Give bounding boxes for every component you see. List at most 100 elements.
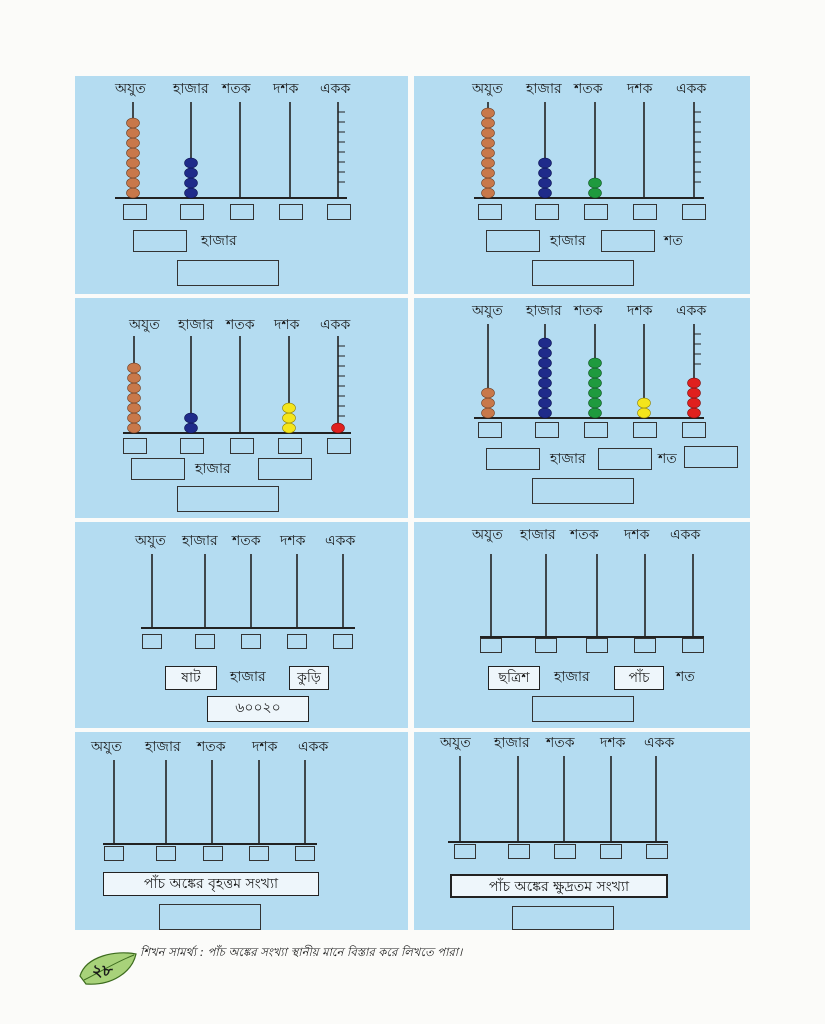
- abacus-panel-3: অযুত হাজার শতক দশক একক: [75, 298, 408, 518]
- digit-box-shatak[interactable]: [584, 204, 608, 220]
- digit-box-dashak[interactable]: [287, 634, 307, 649]
- label-ekak: একক: [298, 739, 329, 755]
- digit-box-ekak[interactable]: [682, 204, 706, 220]
- digit-box-ekak[interactable]: [327, 204, 351, 220]
- digit-box-ajut[interactable]: [104, 846, 124, 861]
- word-shot: শত: [658, 451, 677, 467]
- label-ekak: একক: [670, 527, 701, 543]
- digit-box-shatak[interactable]: [241, 634, 261, 649]
- number-answer-box[interactable]: [512, 906, 614, 930]
- digit-box-shatak[interactable]: [203, 846, 223, 861]
- word-hajar: হাজার: [550, 233, 586, 249]
- digit-box-hajar[interactable]: [508, 844, 530, 859]
- digit-box-ajut[interactable]: [123, 438, 147, 454]
- number-answer-box[interactable]: [532, 696, 634, 722]
- digit-box-ekak[interactable]: [327, 438, 351, 454]
- digit-box-shatak[interactable]: [586, 638, 608, 653]
- label-ekak: একক: [644, 735, 675, 751]
- abacus-drawing: [123, 336, 351, 434]
- digit-box-ajut[interactable]: [478, 204, 502, 220]
- digit-box-dashak[interactable]: [634, 638, 656, 653]
- digit-box-hajar[interactable]: [195, 634, 215, 649]
- label-ekak: একক: [676, 81, 707, 97]
- label-hajar: হাজার: [520, 527, 556, 543]
- thousand-answer-box[interactable]: [486, 448, 540, 470]
- digit-box-ekak[interactable]: [682, 638, 704, 653]
- abacus-drawing: [103, 760, 317, 845]
- word-hajar: হাজার: [195, 461, 231, 477]
- digit-box-ekak[interactable]: [333, 634, 353, 649]
- digit-box-hajar[interactable]: [180, 438, 204, 454]
- abacus-drawing: [480, 554, 704, 638]
- digit-box-shatak[interactable]: [584, 422, 608, 438]
- digit-box-ajut[interactable]: [454, 844, 476, 859]
- digit-box-ekak[interactable]: [682, 422, 706, 438]
- digit-box-hajar[interactable]: [535, 422, 559, 438]
- label-ajut: অযুত: [472, 81, 503, 97]
- thousand-answer-box[interactable]: [486, 230, 540, 252]
- word-box-chhatrish: ছত্রিশ: [488, 666, 540, 690]
- label-ajut: অযুত: [135, 533, 166, 549]
- digit-box-hajar[interactable]: [535, 204, 559, 220]
- word-hajar: হাজার: [550, 451, 586, 467]
- word-hajar: হাজার: [230, 669, 266, 685]
- digit-box-dashak[interactable]: [249, 846, 269, 861]
- label-hajar: হাজার: [145, 739, 181, 755]
- word-box-panch: পাঁচ: [614, 666, 664, 690]
- digit-box-hajar[interactable]: [156, 846, 176, 861]
- label-hajar: হাজার: [526, 303, 562, 319]
- number-answer-box[interactable]: [177, 486, 279, 512]
- digit-box-ajut[interactable]: [142, 634, 162, 649]
- remainder-answer-box[interactable]: [258, 458, 312, 480]
- number-box: ৬০০২০: [207, 696, 309, 722]
- digit-box-hajar[interactable]: [180, 204, 204, 220]
- digit-box-dashak[interactable]: [279, 204, 303, 220]
- thousand-answer-box[interactable]: [131, 458, 185, 480]
- page-number: ২৮: [92, 961, 113, 980]
- caption-smallest: পাঁচ অঙ্কের ক্ষুদ্রতম সংখ্যা: [450, 874, 668, 898]
- label-dashak: দশক: [273, 81, 299, 97]
- label-hajar: হাজার: [173, 81, 209, 97]
- label-shatak: শতক: [222, 81, 251, 97]
- abacus-panel-1: অযুত হাজার শতক দশক একক হাজার: [75, 76, 408, 294]
- digit-box-ajut[interactable]: [123, 204, 147, 220]
- hundred-answer-box[interactable]: [601, 230, 655, 252]
- abacus-drawing: [474, 324, 704, 419]
- hundred-answer-box[interactable]: [598, 448, 652, 470]
- digit-box-shatak[interactable]: [230, 204, 254, 220]
- label-dashak: দশক: [280, 533, 306, 549]
- label-hajar: হাজার: [494, 735, 530, 751]
- digit-box-hajar[interactable]: [535, 638, 557, 653]
- digit-box-dashak[interactable]: [278, 438, 302, 454]
- number-answer-box[interactable]: [159, 904, 261, 930]
- digit-box-ajut[interactable]: [480, 638, 502, 653]
- number-answer-box[interactable]: [177, 260, 279, 286]
- digit-box-shatak[interactable]: [230, 438, 254, 454]
- thousand-answer-box[interactable]: [133, 230, 187, 252]
- label-dashak: দশক: [252, 739, 278, 755]
- abacus-panel-7: অযুত হাজার শতক দশক একক পাঁচ অঙ্কের বৃহত্…: [75, 732, 408, 930]
- word-shot: শত: [664, 233, 683, 249]
- word-shot: শত: [676, 669, 695, 685]
- label-ekak: একক: [320, 317, 351, 333]
- digit-box-shatak[interactable]: [554, 844, 576, 859]
- digit-box-ekak[interactable]: [646, 844, 668, 859]
- abacus-panel-6: অযুত হাজার শতক দশক একক ছত্রিশ হাজার পাঁচ…: [414, 522, 750, 728]
- label-hajar: হাজার: [182, 533, 218, 549]
- label-shatak: শতক: [232, 533, 261, 549]
- number-answer-box[interactable]: [532, 478, 634, 504]
- digit-box-ajut[interactable]: [478, 422, 502, 438]
- abacus-drawing: [115, 102, 347, 199]
- label-shatak: শতক: [574, 81, 603, 97]
- caption-largest: পাঁচ অঙ্কের বৃহত্তম সংখ্যা: [103, 872, 319, 896]
- digit-box-dashak[interactable]: [600, 844, 622, 859]
- digit-box-ekak[interactable]: [295, 846, 315, 861]
- remainder-answer-box[interactable]: [684, 446, 738, 468]
- number-answer-box[interactable]: [532, 260, 634, 286]
- digit-box-dashak[interactable]: [633, 204, 657, 220]
- digit-box-dashak[interactable]: [633, 422, 657, 438]
- abacus-drawing: [448, 756, 668, 843]
- label-shatak: শতক: [197, 739, 226, 755]
- word-hajar: হাজার: [554, 669, 590, 685]
- abacus-panel-8: অযুত হাজার শতক দশক একক পাঁচ অঙ্কের ক্ষুদ…: [414, 732, 750, 930]
